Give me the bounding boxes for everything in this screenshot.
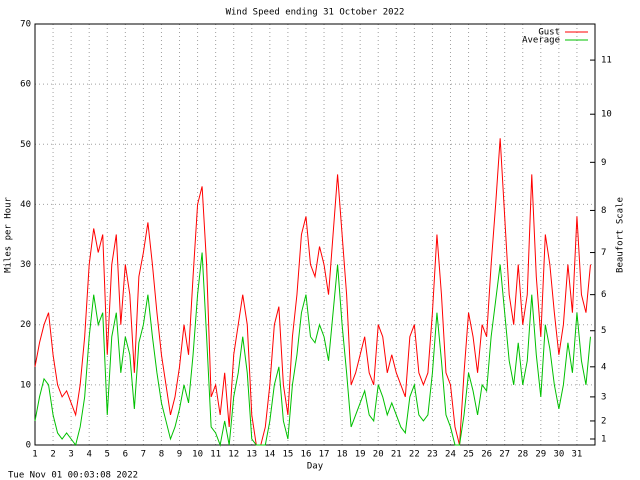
x-tick-label: 17 — [319, 450, 330, 460]
x-tick-label: 9 — [177, 450, 182, 460]
x-axis-label: Day — [307, 462, 324, 472]
x-tick-label: 20 — [373, 450, 384, 460]
y2-tick-label: 3 — [601, 392, 606, 402]
x-tick-label: 31 — [572, 450, 583, 460]
y-tick-label: 0 — [26, 441, 31, 451]
x-tick-label: 3 — [68, 450, 73, 460]
x-tick-label: 11 — [210, 450, 221, 460]
x-tick-label: 26 — [481, 450, 492, 460]
y2-tick-label: 2 — [601, 416, 606, 426]
y2-tick-label: 1 — [601, 434, 606, 444]
x-tick-label: 12 — [228, 450, 239, 460]
x-tick-label: 8 — [159, 450, 164, 460]
series-line — [34, 138, 591, 446]
x-tick-label: 13 — [246, 450, 257, 460]
x-tick-label: 27 — [499, 450, 510, 460]
x-tick-label: 29 — [535, 450, 546, 460]
x-tick-label: 5 — [105, 450, 110, 460]
x-tick-label: 23 — [427, 450, 438, 460]
series-line — [34, 252, 591, 447]
legend-label: Gust — [538, 28, 560, 38]
legend-label: Average — [522, 36, 560, 46]
y2-tick-label: 4 — [601, 362, 606, 372]
y2-tick-label: 11 — [601, 56, 612, 66]
y2-tick-label: 7 — [601, 248, 606, 258]
x-tick-label: 14 — [264, 450, 275, 460]
x-tick-label: 7 — [141, 450, 146, 460]
x-tick-label: 2 — [50, 450, 55, 460]
x-tick-label: 24 — [445, 450, 456, 460]
x-tick-label: 19 — [355, 450, 366, 460]
y-tick-label: 50 — [20, 140, 31, 150]
y2-tick-label: 5 — [601, 326, 606, 336]
y2-tick-label: 10 — [601, 110, 612, 120]
y-tick-label: 60 — [20, 80, 31, 90]
x-tick-label: 28 — [517, 450, 528, 460]
x-tick-label: 15 — [282, 450, 293, 460]
y-axis-label: Miles per Hour — [4, 196, 14, 272]
x-tick-label: 16 — [301, 450, 312, 460]
y-tick-label: 10 — [20, 380, 31, 390]
x-tick-label: 1 — [32, 450, 37, 460]
y-tick-label: 40 — [20, 200, 31, 210]
y2-tick-label: 9 — [601, 158, 606, 168]
x-tick-label: 21 — [391, 450, 402, 460]
x-tick-label: 6 — [123, 450, 128, 460]
y-tick-label: 20 — [20, 320, 31, 330]
x-tick-label: 30 — [553, 450, 564, 460]
y-tick-label: 30 — [20, 260, 31, 270]
y2-tick-label: 8 — [601, 206, 606, 216]
x-tick-label: 25 — [463, 450, 474, 460]
plot-frame — [34, 23, 596, 446]
footer-timestamp: Tue Nov 01 00:03:08 2022 — [8, 471, 138, 480]
y2-tick-label: 6 — [601, 290, 606, 300]
chart-title: Wind Speed ending 31 October 2022 — [226, 8, 405, 18]
x-tick-label: 18 — [337, 450, 348, 460]
x-tick-label: 4 — [86, 450, 91, 460]
x-tick-label: 10 — [192, 450, 203, 460]
x-tick-label: 22 — [409, 450, 420, 460]
y2-axis-label: Beaufort Scale — [616, 197, 626, 273]
y-tick-label: 70 — [20, 20, 31, 30]
